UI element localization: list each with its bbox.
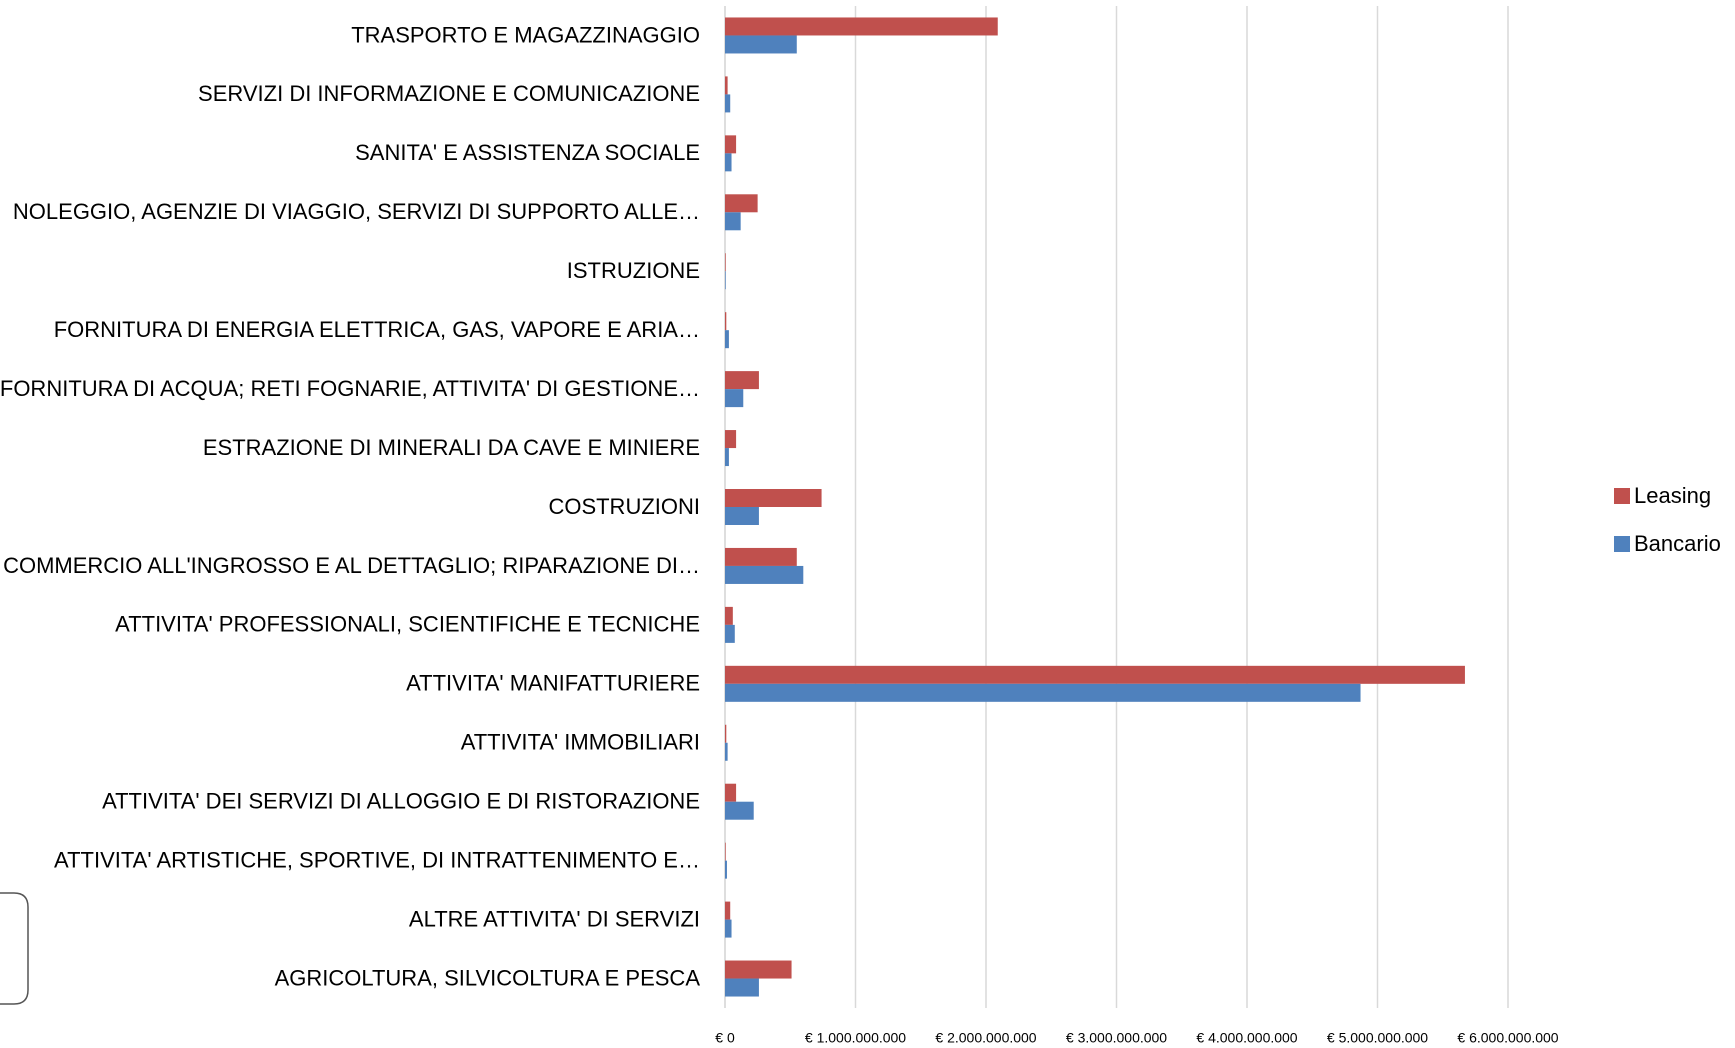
bar [725, 742, 728, 761]
y-tick-label: ISTRUZIONE [567, 258, 700, 283]
bar [725, 724, 727, 743]
legend-swatch [1614, 488, 1630, 504]
x-tick-label: € 1.000.000.000 [805, 1030, 906, 1046]
bar [725, 842, 726, 861]
bar [725, 389, 744, 408]
bar [725, 194, 758, 213]
y-tick-label: ATTIVITA' DEI SERVIZI DI ALLOGGIO E DI R… [102, 789, 700, 814]
bar [725, 978, 759, 997]
bar [725, 901, 731, 920]
bar [725, 960, 792, 979]
bar [725, 665, 1465, 684]
bar [725, 430, 737, 449]
y-tick-label: FORNITURA DI ACQUA; RETI FOGNARIE, ATTIV… [0, 376, 700, 401]
y-tick-label: AGRICOLTURA, SILVICOLTURA E PESCA [275, 965, 701, 990]
bar [725, 212, 741, 231]
bar [725, 35, 797, 54]
x-tick-label: € 3.000.000.000 [1066, 1030, 1167, 1046]
y-tick-label: ATTIVITA' ARTISTICHE, SPORTIVE, DI INTRA… [54, 847, 700, 872]
y-tick-label: ESTRAZIONE DI MINERALI DA CAVE E MINIERE [203, 435, 700, 460]
y-tick-label: COSTRUZIONI [548, 494, 700, 519]
bar [725, 135, 737, 154]
y-tick-label: COMMERCIO ALL'INGROSSO E AL DETTAGLIO; R… [3, 553, 700, 578]
x-tick-label: € 0 [715, 1030, 735, 1046]
legend-label: Bancario [1634, 531, 1721, 556]
y-tick-label: FORNITURA DI ENERGIA ELETTRICA, GAS, VAP… [54, 317, 700, 342]
bar [725, 17, 998, 36]
y-tick-label: SANITA' E ASSISTENZA SOCIALE [355, 140, 700, 165]
y-tick-label: ALTRE ATTIVITA' DI SERVIZI [409, 906, 700, 931]
legend-label: Leasing [1634, 483, 1711, 508]
x-tick-label: € 6.000.000.000 [1457, 1030, 1558, 1046]
bar [725, 312, 727, 331]
bar [725, 94, 731, 113]
x-tick-label: € 4.000.000.000 [1196, 1030, 1297, 1046]
y-tick-label: SERVIZI DI INFORMAZIONE E COMUNICAZIONE [198, 81, 700, 106]
bar [725, 253, 726, 272]
bar [725, 683, 1361, 702]
bar [725, 330, 729, 349]
legend-swatch [1614, 536, 1630, 552]
bar [725, 271, 726, 290]
y-tick-label: ATTIVITA' PROFESSIONALI, SCIENTIFICHE E … [115, 612, 700, 637]
bar [725, 371, 759, 390]
y-tick-label: TRASPORTO E MAGAZZINAGGIO [351, 22, 700, 47]
frame-fragment [0, 892, 29, 1005]
bar [725, 919, 732, 938]
x-tick-label: € 2.000.000.000 [935, 1030, 1036, 1046]
y-tick-label: ATTIVITA' MANIFATTURIERE [406, 671, 700, 696]
y-tick-label: NOLEGGIO, AGENZIE DI VIAGGIO, SERVIZI DI… [13, 199, 700, 224]
bar [725, 547, 797, 566]
bar [725, 606, 733, 625]
bar [725, 153, 732, 172]
x-tick-label: € 5.000.000.000 [1327, 1030, 1428, 1046]
bar [725, 507, 759, 525]
bar [725, 76, 728, 95]
bar [725, 860, 727, 879]
bar [725, 448, 729, 467]
bar [725, 489, 822, 507]
bar [725, 801, 754, 820]
bar [725, 783, 737, 802]
bar [725, 624, 735, 643]
bar [725, 565, 804, 584]
y-tick-label: ATTIVITA' IMMOBILIARI [461, 730, 700, 755]
